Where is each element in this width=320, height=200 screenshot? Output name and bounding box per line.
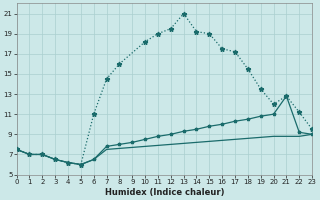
X-axis label: Humidex (Indice chaleur): Humidex (Indice chaleur) (105, 188, 224, 197)
